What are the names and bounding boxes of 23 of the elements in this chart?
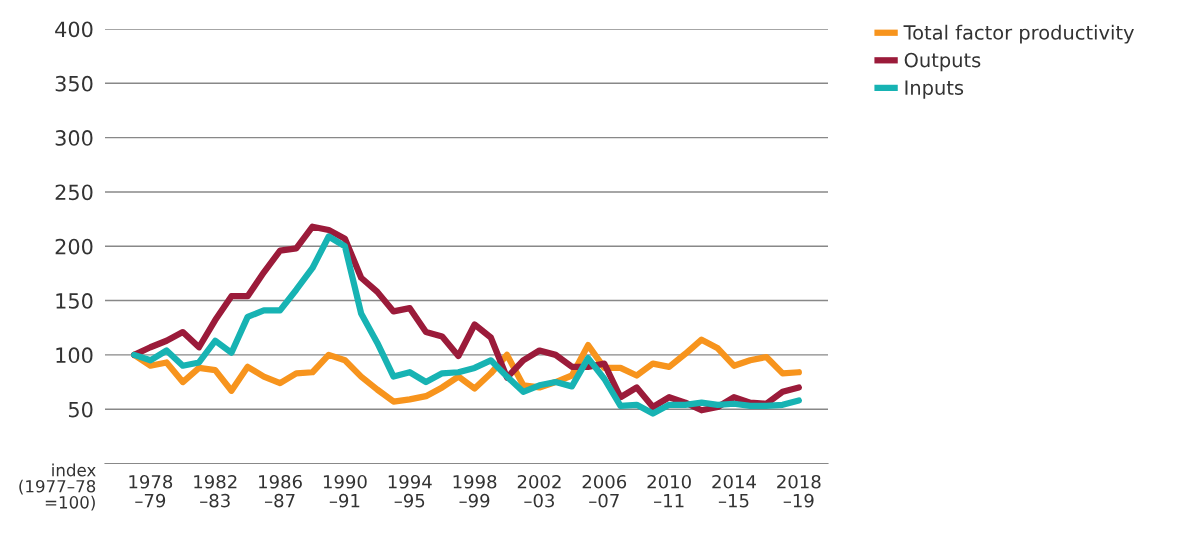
y-tick-label: 400 xyxy=(55,21,93,38)
x-tick-label: 1986 –87 xyxy=(259,474,302,508)
y-tick-label: 250 xyxy=(55,184,93,201)
x-tick-label: 1994 –95 xyxy=(388,474,432,508)
x-tick-label: 2018 –19 xyxy=(777,474,821,508)
x-tick-label: 2002 –03 xyxy=(517,474,561,508)
y-tick-label: 300 xyxy=(55,130,93,146)
x-tick-label: 1982 –83 xyxy=(194,474,237,508)
y-tick-label: 100 xyxy=(56,347,93,364)
y-tick-label: 150 xyxy=(56,293,93,309)
legend-label: Total factor productivity xyxy=(903,24,1134,44)
y-tick-label: 50 xyxy=(68,401,93,418)
legend-label: Outputs xyxy=(904,52,981,72)
x-tick-label: 1978 –79 xyxy=(129,474,173,508)
x-tick-label: 2006 –07 xyxy=(582,474,627,508)
y-axis-title: index (1977–78 =100) xyxy=(19,463,96,511)
legend-label: Inputs xyxy=(905,80,964,99)
x-tick-label: 2010 –11 xyxy=(647,474,691,508)
x-tick-label: 1990 –91 xyxy=(323,474,367,508)
x-tick-label: 2014 –15 xyxy=(712,474,756,508)
x-tick-label: 1998 –99 xyxy=(453,474,497,508)
y-tick-label: 350 xyxy=(55,75,93,92)
y-tick-label: 200 xyxy=(55,238,93,255)
